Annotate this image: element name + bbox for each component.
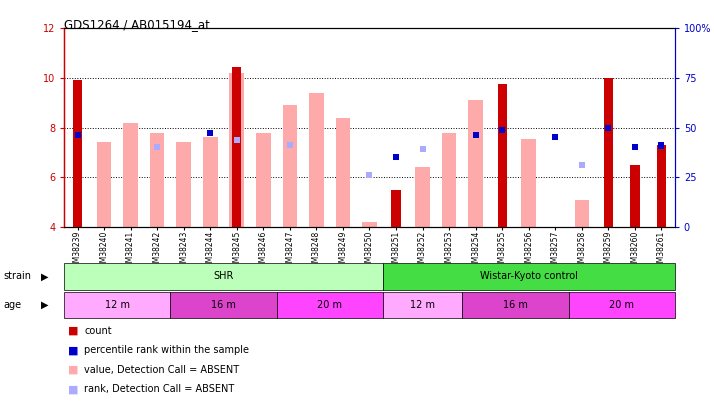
Text: ■: ■	[68, 326, 79, 336]
Text: 16 m: 16 m	[211, 300, 236, 310]
Bar	[568, 292, 675, 318]
Bar	[391, 190, 401, 227]
Bar	[442, 132, 456, 227]
Text: 12 m: 12 m	[105, 300, 130, 310]
Bar	[630, 165, 640, 227]
Text: ▶: ▶	[41, 271, 49, 281]
Text: GDS1264 / AB015194_at: GDS1264 / AB015194_at	[64, 18, 210, 31]
Bar	[657, 145, 666, 227]
Bar	[124, 123, 138, 227]
Bar	[97, 143, 111, 227]
Text: Wistar-Kyoto control: Wistar-Kyoto control	[480, 271, 578, 281]
Bar	[336, 118, 351, 227]
Bar	[256, 132, 271, 227]
Bar	[64, 292, 171, 318]
Bar	[150, 132, 164, 227]
Text: ■: ■	[68, 365, 79, 375]
Bar	[171, 292, 276, 318]
Bar	[309, 93, 323, 227]
Bar	[232, 67, 241, 227]
Bar	[521, 139, 536, 227]
Bar	[383, 292, 463, 318]
Text: 20 m: 20 m	[317, 300, 342, 310]
Text: ■: ■	[68, 345, 79, 356]
Text: ▶: ▶	[41, 300, 49, 310]
Bar	[362, 222, 377, 227]
Bar	[498, 84, 507, 227]
Bar	[73, 81, 82, 227]
Bar	[463, 292, 568, 318]
Bar	[604, 78, 613, 227]
Text: ■: ■	[68, 384, 79, 394]
Bar	[383, 263, 675, 290]
Text: percentile rank within the sample: percentile rank within the sample	[84, 345, 249, 356]
Bar	[176, 143, 191, 227]
Bar	[64, 263, 383, 290]
Text: count: count	[84, 326, 112, 336]
Bar	[468, 100, 483, 227]
Bar	[416, 167, 430, 227]
Text: SHR: SHR	[213, 271, 233, 281]
Text: value, Detection Call = ABSENT: value, Detection Call = ABSENT	[84, 365, 239, 375]
Bar	[203, 138, 218, 227]
Bar	[283, 105, 297, 227]
Text: rank, Detection Call = ABSENT: rank, Detection Call = ABSENT	[84, 384, 234, 394]
Text: 12 m: 12 m	[410, 300, 435, 310]
Text: strain: strain	[4, 271, 31, 281]
Bar	[575, 200, 589, 227]
Bar	[229, 73, 244, 227]
Text: 16 m: 16 m	[503, 300, 528, 310]
Bar	[276, 292, 383, 318]
Text: 20 m: 20 m	[609, 300, 634, 310]
Text: age: age	[4, 300, 21, 310]
